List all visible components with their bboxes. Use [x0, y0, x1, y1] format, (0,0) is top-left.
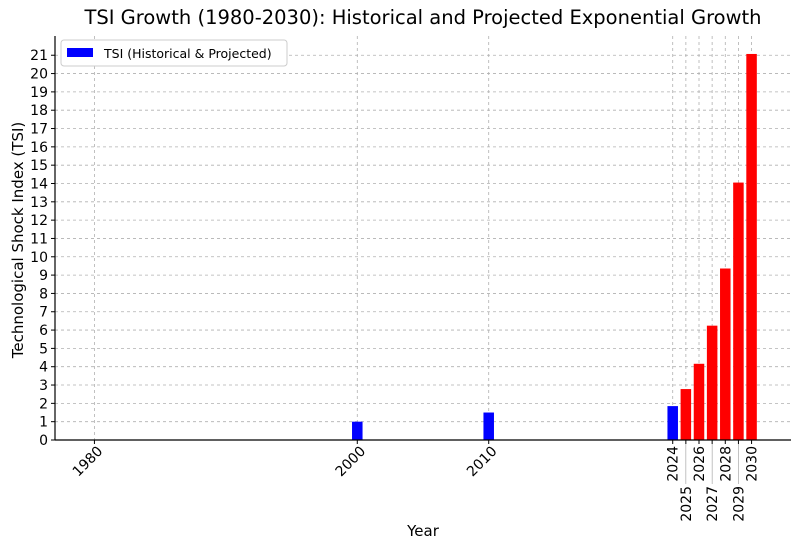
bars	[352, 53, 757, 440]
y-tick-label: 15	[30, 158, 48, 174]
y-tick-label: 8	[39, 286, 48, 302]
legend-swatch	[67, 48, 93, 57]
x-axis-label: Year	[406, 522, 440, 540]
y-tick-label: 13	[30, 195, 48, 211]
y-tick-label: 14	[30, 176, 48, 192]
chart-title: TSI Growth (1980-2030): Historical and P…	[83, 6, 761, 29]
x-tick-label: 2010	[464, 444, 501, 481]
x-tick-label: 2029	[731, 486, 747, 522]
x-tick-label: 2025	[679, 486, 695, 522]
bar-2027	[706, 325, 718, 440]
x-tick-label: 2026	[692, 446, 708, 482]
bar-2010	[483, 412, 494, 440]
y-tick-label: 17	[30, 122, 48, 138]
y-tick-label: 7	[39, 305, 48, 321]
x-tick-label: 2027	[705, 486, 721, 522]
bar-2000	[352, 421, 363, 440]
x-tick-label: 2028	[718, 446, 734, 482]
bar-2026	[693, 363, 705, 440]
x-tick-label: 2000	[333, 444, 370, 481]
y-tick-label: 9	[39, 268, 48, 284]
legend-label: TSI (Historical & Projected)	[103, 46, 272, 61]
x-tick-label: 1980	[70, 444, 107, 481]
axes	[54, 36, 791, 441]
bar-2030	[746, 53, 757, 440]
y-tick-label: 12	[30, 213, 48, 229]
bar-2028	[720, 268, 731, 440]
bar-2024	[667, 406, 678, 440]
grid	[55, 36, 791, 441]
y-tick-label: 16	[30, 140, 48, 156]
x-ticks: 1980 2000 2010 2024 2025 2026 2027 2028 2029 2030	[70, 440, 761, 522]
y-tick-label: 10	[30, 250, 48, 266]
y-tick-label: 4	[39, 360, 48, 376]
y-tick-label: 3	[39, 378, 48, 394]
y-tick-label: 19	[30, 85, 48, 101]
y-tick-label: 20	[30, 67, 48, 83]
bar-2029	[733, 182, 744, 440]
legend-box	[60, 39, 288, 67]
y-tick-label: 11	[30, 231, 48, 247]
y-tick-label: 5	[39, 341, 48, 357]
x-tick-label: 2030	[745, 446, 761, 482]
y-tick-label: 1	[39, 415, 48, 431]
y-axis-label: Technological Shock Index (TSI)	[9, 122, 27, 359]
y-tick-label: 18	[30, 103, 48, 119]
legend: TSI (Historical & Projected)	[60, 39, 288, 67]
y-tick-label: 6	[39, 323, 48, 339]
bar-2025	[680, 389, 692, 440]
y-tick-label: 21	[30, 48, 48, 64]
x-tick-label: 2024	[666, 446, 682, 482]
y-tick-label: 0	[39, 433, 48, 449]
y-tick-label: 2	[39, 396, 48, 412]
